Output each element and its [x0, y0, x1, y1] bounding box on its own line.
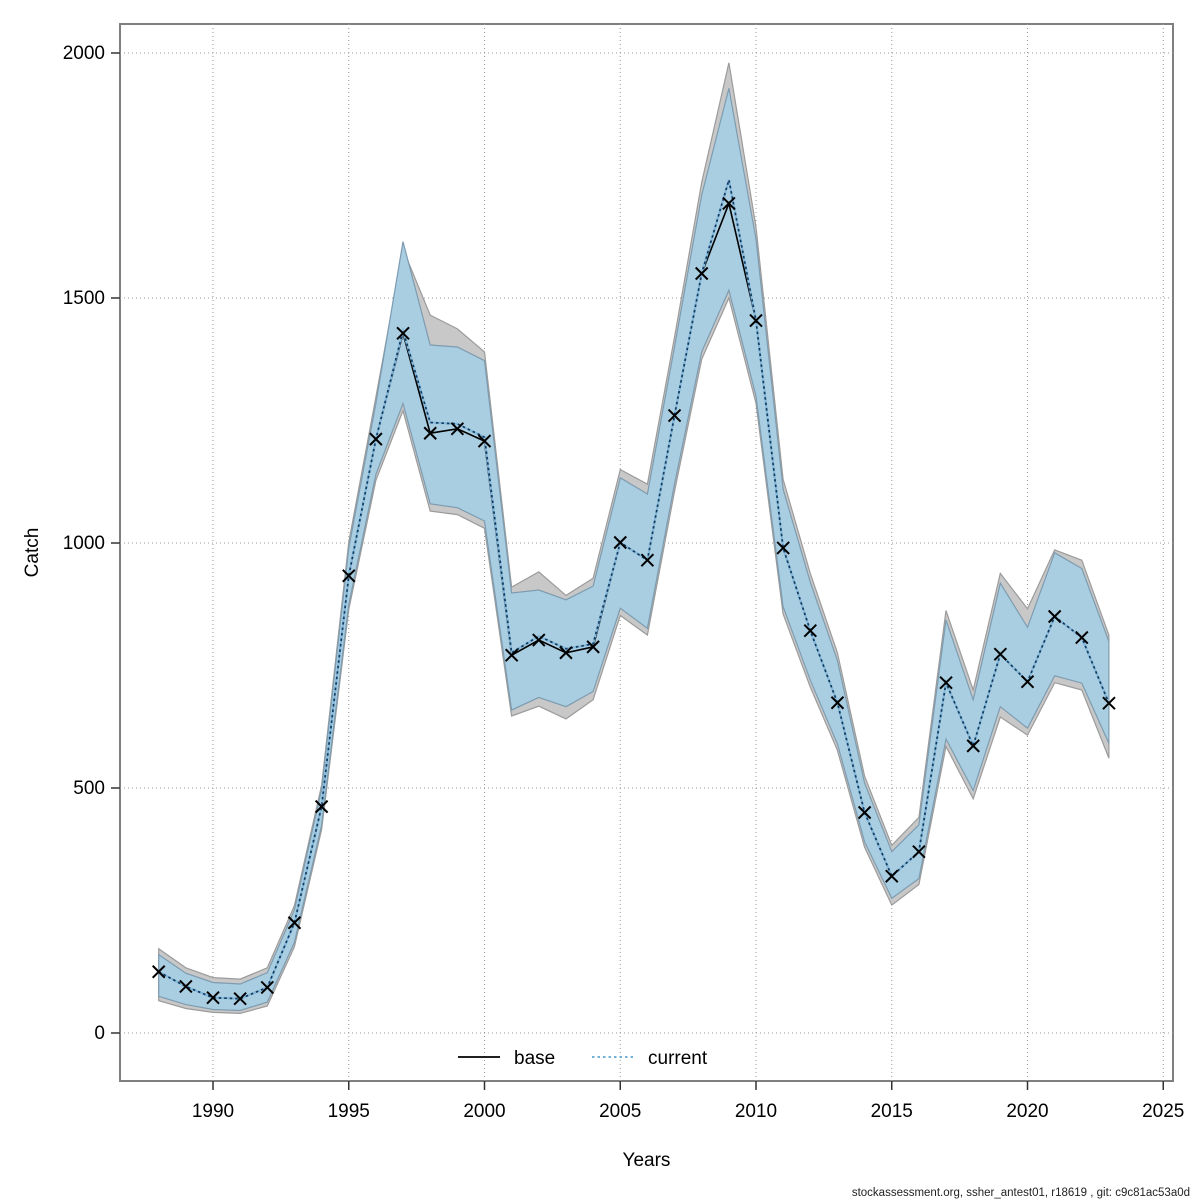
- data-point-marker: [966, 739, 980, 753]
- current-ci-ribbon: [158, 88, 1110, 1012]
- x-tick-label: 1990: [192, 1101, 234, 1122]
- data-point-marker: [857, 805, 872, 820]
- legend-base-label: base: [514, 1048, 555, 1069]
- data-point-marker: [586, 640, 600, 654]
- data-point-marker: [830, 696, 845, 710]
- data-point-marker: [559, 646, 573, 660]
- data-point-marker: [722, 196, 736, 211]
- data-point-marker: [640, 553, 655, 567]
- data-point-marker: [206, 991, 220, 1005]
- legend-current-label: current: [648, 1048, 708, 1069]
- data-point-marker: [532, 633, 546, 647]
- series-lines: [158, 179, 1110, 1000]
- data-point-marker: [993, 647, 1008, 661]
- data-point-marker: [1020, 674, 1035, 689]
- axes: 1990 1995 2000 2005 2010 2015 2020 2025 0 500 1000…: [22, 43, 1184, 1171]
- data-point-marker: [1075, 630, 1089, 645]
- legend: base current: [458, 1048, 708, 1069]
- data-point-marker: [1047, 609, 1062, 624]
- data-point-marker: [477, 434, 492, 448]
- y-axis-title: Catch: [22, 528, 43, 578]
- data-point-marker: [423, 426, 437, 440]
- y-tick-label: 2000: [63, 43, 105, 64]
- data-point-marker: [694, 266, 709, 281]
- x-axis-title: Years: [623, 1150, 671, 1171]
- x-tick-label: 2015: [871, 1101, 913, 1122]
- data-point-marker: [504, 648, 519, 662]
- data-point-marker: [667, 408, 682, 423]
- data-point-marker: [260, 980, 275, 995]
- data-point-marker: [912, 844, 926, 859]
- data-point-marker: [369, 432, 383, 446]
- x-tick-label: 1995: [328, 1101, 370, 1122]
- data-point-marker: [803, 624, 818, 638]
- x-tick-label: 2025: [1142, 1101, 1184, 1122]
- y-tick-label: 1500: [63, 288, 105, 309]
- data-point-marker: [776, 541, 790, 555]
- data-point-marker: [613, 535, 627, 550]
- confidence-ribbons: [158, 62, 1110, 1015]
- y-tick-label: 0: [94, 1023, 105, 1044]
- x-tick-label: 2010: [735, 1101, 777, 1122]
- data-point-marker: [885, 869, 899, 883]
- current-line: [158, 179, 1110, 1000]
- data-point-marker: [450, 422, 465, 436]
- x-tick-label: 2005: [599, 1101, 641, 1122]
- data-point-marker: [342, 569, 356, 583]
- data-point-marker: [179, 979, 193, 994]
- data-point-marker: [233, 991, 247, 1006]
- data-point-marker: [396, 326, 410, 340]
- x-tick-label: 2020: [1006, 1101, 1048, 1122]
- data-point-marker: [151, 965, 166, 979]
- data-point-marker: [287, 916, 302, 930]
- x-tick-label: 2000: [463, 1101, 505, 1122]
- data-point-marker: [1102, 696, 1116, 710]
- y-tick-label: 1000: [63, 533, 105, 554]
- footer-provenance-text: stockassessment.org, ssher_antest01, r18…: [852, 1187, 1190, 1199]
- data-point-marker: [939, 675, 953, 690]
- data-point-markers: [151, 196, 1116, 1006]
- data-point-marker: [314, 799, 329, 814]
- data-point-marker: [749, 313, 763, 328]
- y-tick-label: 500: [73, 778, 105, 799]
